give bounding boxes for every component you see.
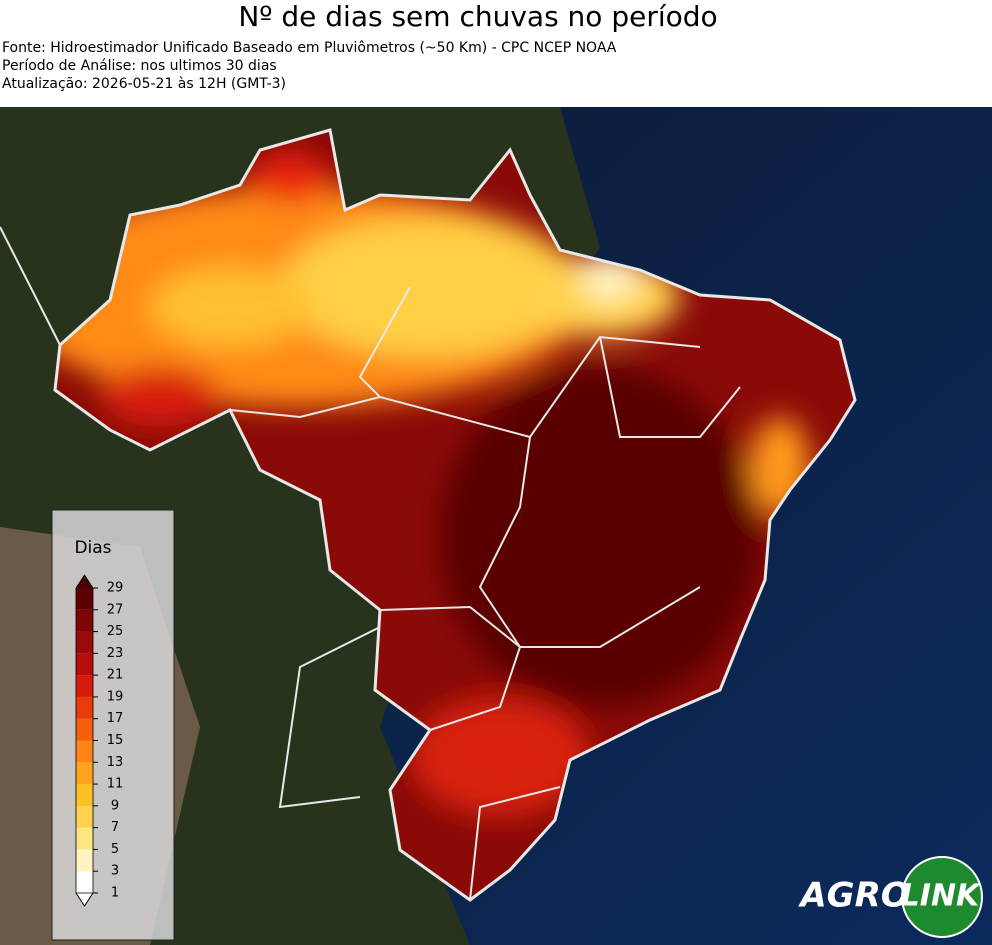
colorbar-tick-label: 13 <box>107 755 124 770</box>
colorbar-tick-label: 5 <box>111 842 119 857</box>
source-line: Período de Análise: nos ultimos 30 dias <box>2 58 277 74</box>
colorbar-tick-label: 15 <box>107 733 124 748</box>
colorbar-over <box>76 575 93 588</box>
colorbar-segment <box>76 784 93 806</box>
colorbar-tick-label: 17 <box>107 711 124 726</box>
colorbar-tick-label: 25 <box>107 624 124 639</box>
colorbar-segment <box>76 653 93 676</box>
colorbar-segment <box>76 871 93 893</box>
colorbar-segment <box>76 740 93 763</box>
map: Dias 29 27 25 23 21 19 17 15 13 11 9 7 5 3 1 AGRO LINK <box>0 107 992 945</box>
colorbar-segment <box>76 849 93 872</box>
source-line: Atualização: 2026-05-21 às 12H (GMT-3) <box>2 76 286 92</box>
colorbar-tick-label: 11 <box>107 777 124 792</box>
colorbar-segment <box>76 805 93 828</box>
logo-text: LINK <box>901 879 982 914</box>
logo-text: AGRO <box>797 876 909 916</box>
legend-box <box>51 509 175 941</box>
colorbar-tick-label: 21 <box>107 668 124 683</box>
colorbar-tick-label: 23 <box>107 646 124 661</box>
colorbar-segment <box>76 609 93 632</box>
colorbar-segment <box>76 696 93 719</box>
colorbar-segment <box>76 762 93 785</box>
borders <box>0 128 857 902</box>
colorbar-tick-label: 29 <box>107 581 124 596</box>
colorbar-segment <box>76 675 93 697</box>
colorbar-tick-label: 27 <box>107 602 124 617</box>
colorbar-segment <box>76 827 93 850</box>
colorbar-tick-label: 1 <box>111 886 119 901</box>
logo-circle <box>901 856 983 938</box>
source-line: Fonte: Hidroestimador Unificado Baseado … <box>2 40 617 56</box>
legend-title: Dias <box>74 538 111 558</box>
colorbar-tick-label: 19 <box>107 689 124 704</box>
colorbar-segment <box>76 631 93 654</box>
title: Nº de dias sem chuvas no período <box>238 0 718 33</box>
colorbar: 29 27 25 23 21 19 17 15 13 11 9 7 5 3 1 <box>75 574 124 907</box>
colorbar-segment <box>76 718 93 741</box>
colorbar-tick-label: 3 <box>111 864 119 879</box>
colorbar-tick-label: 7 <box>111 820 119 835</box>
colorbar-segment <box>76 588 93 610</box>
colorbar-tick-label: 9 <box>111 798 119 813</box>
rainfall-shading <box>55 152 810 817</box>
